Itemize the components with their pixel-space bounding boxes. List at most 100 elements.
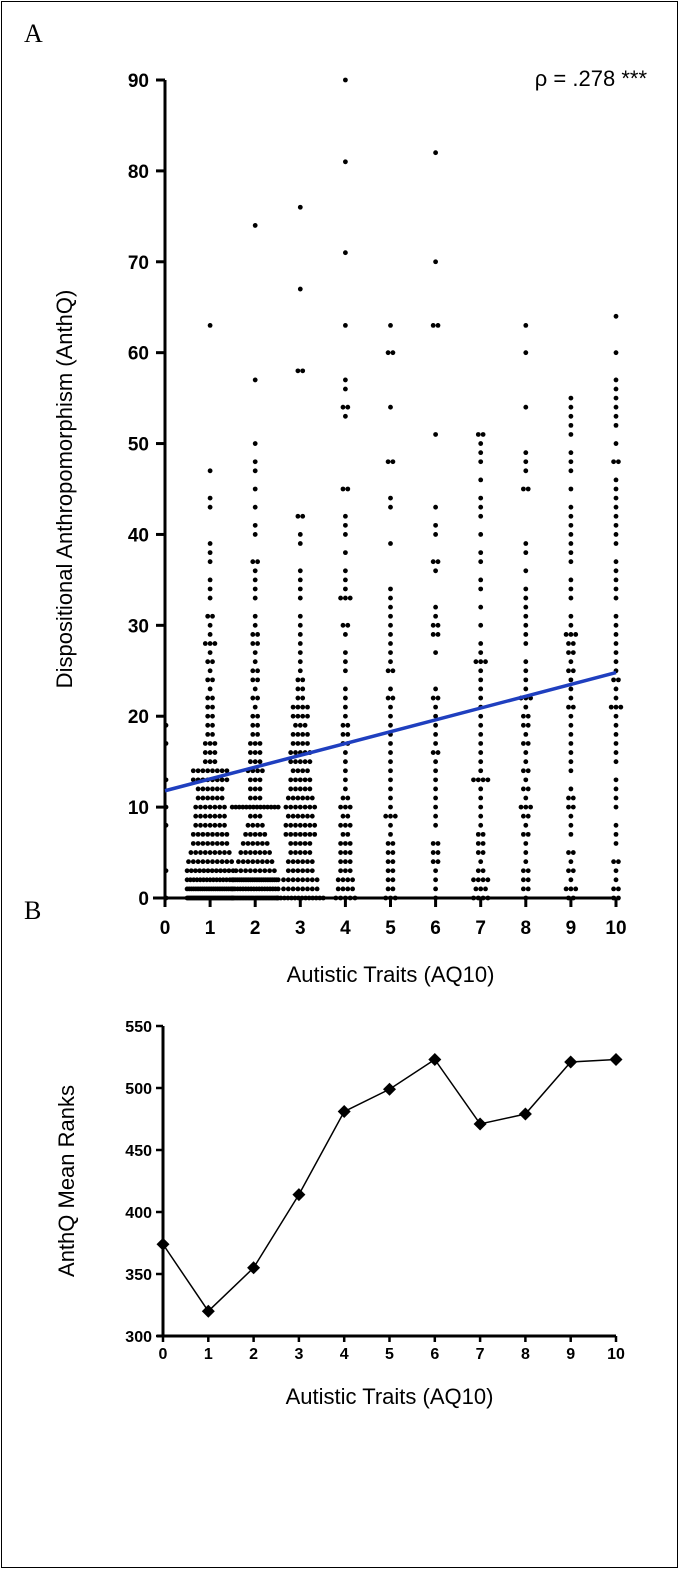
data-point [285,859,291,865]
data-point [195,831,201,837]
data-point [433,713,438,719]
data-point [274,895,280,901]
data-point [385,886,391,892]
data-point [307,804,313,810]
data-point [295,686,301,692]
data-point [190,768,196,774]
data-point [295,741,301,746]
data-point [523,750,529,755]
data-point [613,595,619,601]
data-point [343,386,348,392]
data-point [608,704,614,710]
data-point [302,786,308,792]
data-point [288,750,294,755]
data-point [568,541,574,546]
data-point [343,695,348,701]
data-point [573,632,579,637]
data-point [523,404,529,410]
data-point [207,741,213,746]
data-point [478,532,484,537]
data-point [285,795,291,801]
data-point [163,804,169,810]
data-point [433,777,438,783]
data-point [224,768,230,774]
data-point [613,868,619,874]
data-point [478,750,484,755]
data-point [289,895,294,901]
data-point [347,850,353,855]
data-point [343,850,348,855]
data-point [265,804,270,810]
data-point [257,850,263,855]
data-point [293,831,298,837]
data-point [250,722,256,728]
data-point [523,659,529,665]
data-point [566,868,571,874]
data-point [229,859,235,865]
data-point [433,686,438,692]
data-point [343,550,348,556]
data-point [478,641,484,646]
data-point [478,786,484,792]
data-point [226,850,232,855]
data-point [255,859,260,865]
data-point [252,704,258,710]
data-point [297,286,303,292]
data-point [202,741,208,746]
data-point [224,841,230,846]
data-point [523,541,529,546]
data-point [566,668,571,674]
data-point [478,450,484,456]
data-point [570,704,576,710]
data-point [345,795,351,801]
data-point [297,577,303,583]
data-point [288,786,294,792]
data-point [307,831,313,837]
data-point [224,859,230,865]
data-point [305,813,310,819]
data-point [229,804,235,810]
data-point [618,704,624,710]
data-point [252,459,258,465]
data-point [303,895,309,901]
data-point [613,586,619,592]
data-point [343,822,348,828]
data-point [290,741,296,746]
data-point [518,804,524,810]
x-tick-label: 1 [204,1346,213,1363]
data-point [613,732,619,737]
data-point [240,859,246,865]
data-point [163,741,169,746]
data-point [433,732,438,737]
y-tick-label: 60 [128,344,149,365]
data-point [207,850,213,855]
data-point [207,759,213,765]
data-point [475,777,481,783]
data-point [243,804,249,810]
data-point [613,577,619,583]
data-point [207,650,213,655]
data-point [288,777,294,783]
data-point [390,841,396,846]
data-point [478,668,484,674]
data-point [238,850,244,855]
data-point [257,777,263,783]
data-point [433,895,438,901]
data-point [430,859,436,865]
data-point [521,713,526,719]
data-point [385,850,391,855]
data-point [210,695,215,701]
data-point [480,831,486,837]
data-point [257,786,263,792]
data-point [307,759,313,765]
data-point [388,822,393,828]
data-point [193,850,199,855]
x-tick-label: 6 [430,1346,439,1363]
data-point [433,877,438,883]
data-point [478,686,484,692]
data-point [210,722,215,728]
data-point [435,323,441,328]
data-point [207,595,213,601]
data-point [613,704,619,710]
data-point [248,868,253,874]
